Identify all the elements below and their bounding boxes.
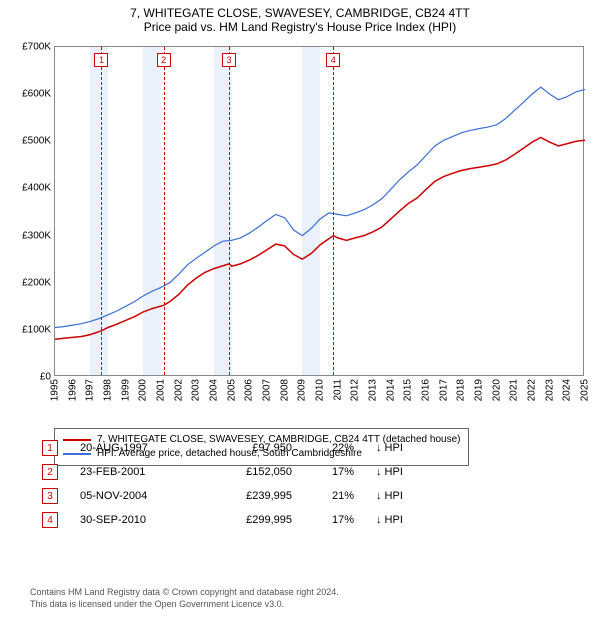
event-marker: 3 — [222, 53, 236, 67]
y-axis-label: £700K — [22, 42, 51, 53]
footer-attribution: Contains HM Land Registry data © Crown c… — [30, 586, 339, 610]
sale-price: £299,995 — [212, 514, 292, 526]
y-axis-label: £100K — [22, 324, 51, 335]
x-axis-label: 2002 — [173, 379, 184, 401]
y-axis-label: £300K — [22, 230, 51, 241]
sales-row: 1 20-AUG-1997 £97,950 22% ↓ HPI — [42, 436, 416, 460]
x-axis-label: 2006 — [244, 379, 255, 401]
x-axis-label: 2007 — [262, 379, 273, 401]
chart-title-block: 7, WHITEGATE CLOSE, SWAVESEY, CAMBRIDGE,… — [0, 0, 600, 36]
x-axis-label: 2024 — [562, 379, 573, 401]
x-axis-label: 2008 — [279, 379, 290, 401]
footer-line-2: This data is licensed under the Open Gov… — [30, 598, 339, 610]
x-axis-label: 2015 — [403, 379, 414, 401]
sale-marker: 3 — [42, 488, 58, 504]
event-marker: 1 — [94, 53, 108, 67]
sales-table: 1 20-AUG-1997 £97,950 22% ↓ HPI 2 23-FEB-2001 £… — [42, 436, 416, 532]
x-axis-label: 2017 — [438, 379, 449, 401]
sale-date: 30-SEP-2010 — [80, 514, 190, 526]
x-axis-label: 1997 — [85, 379, 96, 401]
sale-marker: 2 — [42, 464, 58, 480]
sale-pct: 22% — [314, 442, 354, 454]
sale-date: 23-FEB-2001 — [80, 466, 190, 478]
sale-price: £239,995 — [212, 490, 292, 502]
x-axis-label: 2014 — [385, 379, 396, 401]
event-line — [164, 47, 165, 375]
x-axis-label: 2011 — [332, 379, 343, 401]
series-hpi — [55, 87, 585, 327]
event-line — [101, 47, 102, 375]
x-axis-label: 1998 — [103, 379, 114, 401]
sale-arrow: ↓ HPI — [376, 514, 416, 526]
footer-line-1: Contains HM Land Registry data © Crown c… — [30, 586, 339, 598]
x-axis-label: 2003 — [191, 379, 202, 401]
sales-row: 2 23-FEB-2001 £152,050 17% ↓ HPI — [42, 460, 416, 484]
x-axis-label: 1999 — [120, 379, 131, 401]
event-line — [229, 47, 230, 375]
sale-price: £152,050 — [212, 466, 292, 478]
x-axis-label: 2016 — [421, 379, 432, 401]
x-axis-label: 2010 — [315, 379, 326, 401]
x-axis-label: 2012 — [350, 379, 361, 401]
sale-pct: 21% — [314, 490, 354, 502]
x-axis-label: 2005 — [226, 379, 237, 401]
y-axis-label: £600K — [22, 89, 51, 100]
x-axis-label: 2021 — [509, 379, 520, 401]
x-axis-label: 2023 — [544, 379, 555, 401]
x-axis-label: 2022 — [527, 379, 538, 401]
x-axis-label: 2009 — [297, 379, 308, 401]
x-axis-label: 2019 — [474, 379, 485, 401]
x-axis-label: 2025 — [580, 379, 591, 401]
plot-area: £0£100K£200K£300K£400K£500K£600K£700K199… — [54, 46, 584, 376]
x-axis-label: 1996 — [67, 379, 78, 401]
title-line-1: 7, WHITEGATE CLOSE, SWAVESEY, CAMBRIDGE,… — [0, 6, 600, 20]
sale-price: £97,950 — [212, 442, 292, 454]
sale-marker: 4 — [42, 512, 58, 528]
sale-pct: 17% — [314, 514, 354, 526]
event-marker: 2 — [157, 53, 171, 67]
chart-container: £0£100K£200K£300K£400K£500K£600K£700K199… — [0, 36, 600, 436]
y-axis-label: £500K — [22, 136, 51, 147]
sale-pct: 17% — [314, 466, 354, 478]
x-axis-label: 2018 — [456, 379, 467, 401]
title-line-2: Price paid vs. HM Land Registry's House … — [0, 20, 600, 34]
x-axis-label: 2004 — [209, 379, 220, 401]
x-axis-label: 2001 — [156, 379, 167, 401]
y-axis-label: £400K — [22, 183, 51, 194]
sale-arrow: ↓ HPI — [376, 466, 416, 478]
sales-row: 4 30-SEP-2010 £299,995 17% ↓ HPI — [42, 508, 416, 532]
sales-row: 3 05-NOV-2004 £239,995 21% ↓ HPI — [42, 484, 416, 508]
sale-arrow: ↓ HPI — [376, 490, 416, 502]
sale-marker: 1 — [42, 440, 58, 456]
x-axis-label: 2013 — [368, 379, 379, 401]
sale-date: 20-AUG-1997 — [80, 442, 190, 454]
sale-date: 05-NOV-2004 — [80, 490, 190, 502]
chart-svg — [55, 47, 583, 375]
sale-arrow: ↓ HPI — [376, 442, 416, 454]
y-axis-label: £200K — [22, 277, 51, 288]
series-price_paid — [55, 138, 585, 340]
event-marker: 4 — [326, 53, 340, 67]
x-axis-label: 1995 — [50, 379, 61, 401]
event-line — [333, 47, 334, 375]
x-axis-label: 2020 — [491, 379, 502, 401]
x-axis-label: 2000 — [138, 379, 149, 401]
